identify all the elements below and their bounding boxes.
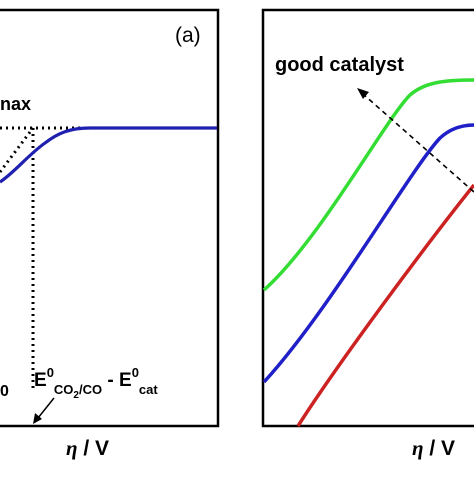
red-curve [296, 183, 474, 427]
potential-pointer-arrowhead [33, 413, 42, 424]
left-axis-fragment: 0 [0, 383, 9, 400]
right-x-axis-label: η / V [412, 436, 455, 460]
good-catalyst-arrowhead [357, 88, 369, 99]
left-panel-frame [0, 8, 220, 428]
panel-label-a: (a) [175, 24, 201, 47]
right-panel: good catalyst η / V [261, 8, 474, 460]
max-label-fragment: nax [0, 94, 31, 114]
dotted-tangent-line [0, 127, 35, 173]
right-panel-frame [261, 8, 474, 428]
blue-curve [262, 123, 474, 384]
good-catalyst-arrow-line [362, 93, 474, 193]
left-panel: (a) nax 0 E0CO2/CO - E0cat η / V [0, 8, 220, 460]
potential-difference-label: E0CO2/CO - E0cat [34, 365, 158, 401]
potential-pointer-arrow [37, 397, 55, 419]
good-catalyst-label: good catalyst [275, 54, 404, 76]
catalytic-current-curve [0, 126, 217, 184]
left-x-axis-label: η / V [66, 436, 109, 460]
green-curve [262, 78, 474, 292]
